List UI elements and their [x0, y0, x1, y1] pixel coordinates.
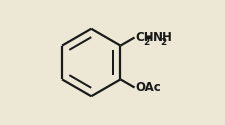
Text: 2: 2: [161, 38, 167, 47]
Text: OAc: OAc: [135, 81, 161, 94]
Text: NH: NH: [153, 31, 173, 44]
Text: 2: 2: [143, 38, 149, 47]
Text: CH: CH: [135, 31, 154, 44]
